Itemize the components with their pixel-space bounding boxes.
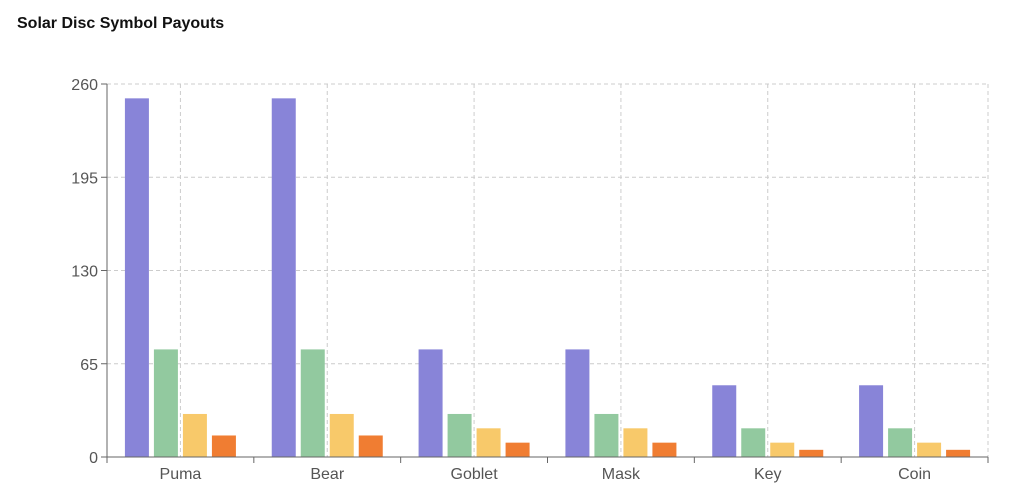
- y-tick-label: 65: [80, 357, 98, 374]
- bar-goblet-0: [418, 349, 443, 457]
- bars: [124, 98, 971, 457]
- bar-key-2: [770, 442, 795, 457]
- bar-coin-1: [888, 428, 913, 457]
- bar-goblet-3: [505, 442, 530, 457]
- x-tick-label: Puma: [160, 466, 202, 483]
- grid: [107, 83, 989, 457]
- x-tick-label: Mask: [602, 466, 641, 483]
- x-tick-label: Coin: [898, 466, 931, 483]
- bar-bear-0: [271, 98, 296, 457]
- bar-key-1: [741, 428, 766, 457]
- bar-mask-0: [565, 349, 590, 457]
- bar-coin-3: [946, 449, 971, 457]
- bar-puma-0: [124, 98, 149, 457]
- tick-labels: 0 65 130 195 260 Puma Bear Goblet Mask Key Coin: [71, 77, 931, 483]
- bar-puma-1: [153, 349, 178, 457]
- bar-mask-3: [652, 442, 677, 457]
- bar-goblet-2: [476, 428, 501, 457]
- bar-coin-0: [859, 385, 884, 457]
- y-tick-label: 0: [89, 450, 98, 467]
- bar-bear-1: [300, 349, 325, 457]
- bar-coin-2: [917, 442, 942, 457]
- y-tick-label: 130: [71, 264, 98, 281]
- bar-goblet-1: [447, 413, 472, 457]
- chart-title: Solar Disc Symbol Payouts: [17, 15, 225, 32]
- bar-puma-3: [211, 435, 236, 457]
- axes: [101, 83, 989, 463]
- bar-bear-2: [329, 413, 354, 457]
- bar-bear-3: [358, 435, 383, 457]
- bar-mask-1: [594, 413, 619, 457]
- bar-mask-2: [623, 428, 648, 457]
- bar-key-0: [712, 385, 737, 457]
- y-tick-label: 195: [71, 170, 98, 187]
- x-tick-label: Bear: [310, 466, 344, 483]
- bar-puma-2: [182, 413, 207, 457]
- x-tick-label: Key: [754, 466, 782, 483]
- y-tick-label: 260: [71, 77, 98, 94]
- bar-key-3: [799, 449, 824, 457]
- x-tick-label: Goblet: [451, 466, 499, 483]
